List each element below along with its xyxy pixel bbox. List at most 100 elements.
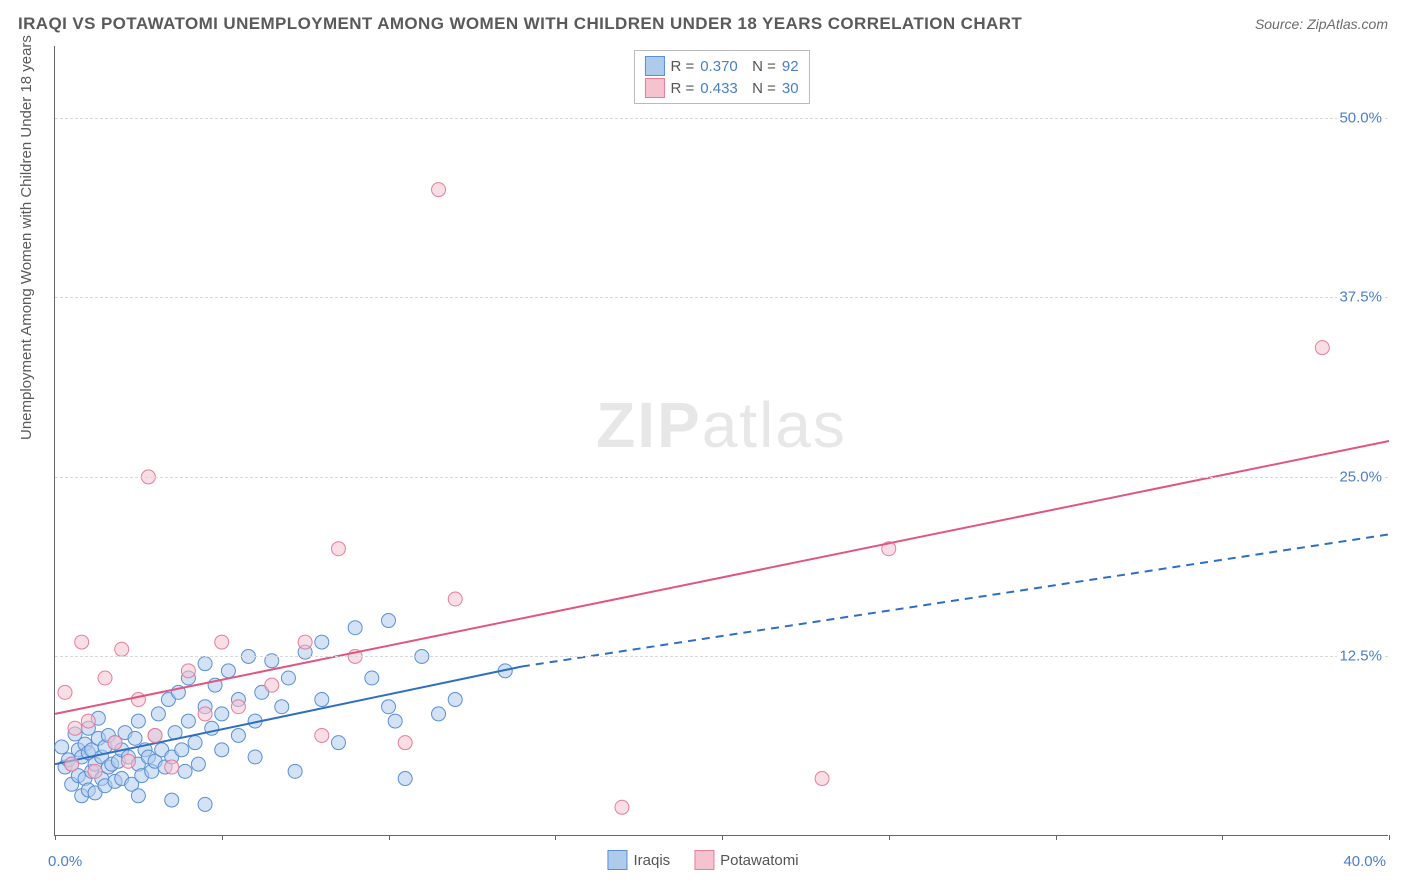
scatter-point — [191, 757, 205, 771]
scatter-point — [198, 707, 212, 721]
scatter-point — [275, 700, 289, 714]
scatter-point — [281, 671, 295, 685]
stat-n-label: N = — [744, 58, 776, 75]
stat-r-value: 0.433 — [700, 80, 738, 97]
y-axis-label: Unemployment Among Women with Children U… — [18, 35, 35, 440]
scatter-point — [365, 671, 379, 685]
x-tick-last: 40.0% — [1343, 853, 1386, 870]
scatter-point — [98, 671, 112, 685]
legend-label: Potawatomi — [720, 852, 798, 869]
scatter-point — [121, 754, 135, 768]
plot-svg — [55, 46, 1388, 835]
x-tick-mark — [55, 835, 56, 840]
title-bar: IRAQI VS POTAWATOMI UNEMPLOYMENT AMONG W… — [18, 14, 1388, 34]
stat-n-value: 92 — [782, 58, 799, 75]
scatter-point — [221, 664, 235, 678]
grid-line — [55, 477, 1388, 478]
scatter-point — [432, 183, 446, 197]
scatter-point — [75, 635, 89, 649]
stat-n-value: 30 — [782, 80, 799, 97]
y-tick-label: 12.5% — [1337, 648, 1384, 665]
regression-line-dashed — [522, 534, 1389, 666]
scatter-point — [188, 736, 202, 750]
legend-swatch — [644, 78, 664, 98]
x-tick-mark — [1056, 835, 1057, 840]
scatter-point — [81, 714, 95, 728]
scatter-point — [108, 736, 122, 750]
y-tick-label: 37.5% — [1337, 289, 1384, 306]
x-tick-mark — [222, 835, 223, 840]
scatter-point — [131, 693, 145, 707]
stat-r-label: R = — [670, 80, 694, 97]
x-tick-mark — [722, 835, 723, 840]
scatter-point — [148, 728, 162, 742]
scatter-point — [265, 678, 279, 692]
scatter-point — [215, 743, 229, 757]
source-credit: Source: ZipAtlas.com — [1255, 16, 1388, 32]
x-tick-mark — [889, 835, 890, 840]
grid-line — [55, 656, 1388, 657]
scatter-point — [288, 764, 302, 778]
scatter-point — [198, 657, 212, 671]
scatter-point — [315, 693, 329, 707]
scatter-point — [165, 793, 179, 807]
scatter-point — [181, 664, 195, 678]
scatter-point — [382, 700, 396, 714]
scatter-point — [165, 760, 179, 774]
scatter-point — [215, 635, 229, 649]
stats-legend: R = 0.370 N = 92R = 0.433 N = 30 — [633, 50, 809, 104]
stat-r-label: R = — [670, 58, 694, 75]
scatter-point — [198, 797, 212, 811]
scatter-point — [298, 635, 312, 649]
x-tick-mark — [1389, 835, 1390, 840]
scatter-point — [131, 714, 145, 728]
legend-swatch — [644, 56, 664, 76]
legend-label: Iraqis — [633, 852, 670, 869]
scatter-point — [448, 592, 462, 606]
stats-row: R = 0.433 N = 30 — [644, 77, 798, 99]
scatter-point — [315, 635, 329, 649]
stat-n-label: N = — [744, 80, 776, 97]
chart-title: IRAQI VS POTAWATOMI UNEMPLOYMENT AMONG W… — [18, 14, 1022, 34]
scatter-point — [181, 714, 195, 728]
stat-r-value: 0.370 — [700, 58, 738, 75]
legend-swatch — [607, 850, 627, 870]
scatter-point — [128, 731, 142, 745]
scatter-point — [115, 642, 129, 656]
scatter-point — [175, 743, 189, 757]
x-tick-mark — [555, 835, 556, 840]
legend-swatch — [694, 850, 714, 870]
scatter-point — [151, 707, 165, 721]
scatter-point — [215, 707, 229, 721]
scatter-point — [331, 542, 345, 556]
grid-line — [55, 297, 1388, 298]
scatter-point — [178, 764, 192, 778]
regression-line — [55, 441, 1389, 714]
scatter-point — [348, 621, 362, 635]
scatter-point — [231, 728, 245, 742]
series-legend: Iraqis Potawatomi — [607, 850, 798, 870]
scatter-point — [65, 757, 79, 771]
scatter-point — [1315, 341, 1329, 355]
scatter-point — [231, 700, 245, 714]
scatter-point — [448, 693, 462, 707]
y-tick-label: 50.0% — [1337, 109, 1384, 126]
legend-item: Potawatomi — [694, 850, 798, 870]
scatter-plot: ZIPatlas R = 0.370 N = 92R = 0.433 N = 3… — [54, 46, 1388, 836]
grid-line — [55, 118, 1388, 119]
scatter-point — [432, 707, 446, 721]
x-tick-first: 0.0% — [48, 853, 82, 870]
scatter-point — [382, 614, 396, 628]
scatter-point — [615, 800, 629, 814]
scatter-point — [398, 736, 412, 750]
x-tick-mark — [1222, 835, 1223, 840]
scatter-point — [68, 721, 82, 735]
x-tick-mark — [389, 835, 390, 840]
scatter-point — [398, 772, 412, 786]
y-tick-label: 25.0% — [1337, 468, 1384, 485]
scatter-point — [55, 740, 69, 754]
scatter-point — [388, 714, 402, 728]
scatter-point — [58, 685, 72, 699]
stats-row: R = 0.370 N = 92 — [644, 55, 798, 77]
scatter-point — [88, 764, 102, 778]
